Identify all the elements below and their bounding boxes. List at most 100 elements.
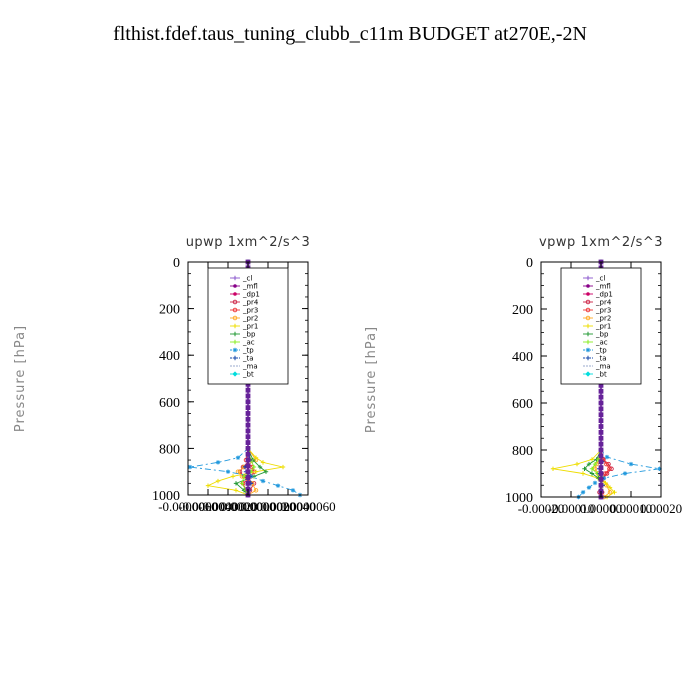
data-point bbox=[245, 422, 251, 428]
x-tick-label: -0.00010 bbox=[548, 501, 595, 516]
data-point bbox=[253, 455, 259, 460]
data-point bbox=[628, 461, 634, 467]
x-tick-label: 0.0000060 bbox=[280, 499, 335, 514]
data-point bbox=[598, 441, 604, 447]
data-point bbox=[598, 465, 604, 471]
data-point bbox=[239, 481, 245, 486]
x-tick-label: -0.00020 bbox=[518, 501, 565, 516]
legend-marker bbox=[232, 299, 238, 305]
data-point bbox=[245, 480, 251, 486]
vpwp-chart: vpwp 1xm^2/s^3 Pressure [hPa] 0 200 400 600 80… bbox=[364, 235, 682, 516]
legend-label: _bt bbox=[595, 371, 607, 379]
y-tick-label: 400 bbox=[159, 349, 180, 364]
data-point bbox=[245, 457, 251, 463]
data-point bbox=[586, 485, 592, 490]
legend-marker bbox=[585, 355, 591, 361]
data-point bbox=[253, 469, 259, 474]
data-point bbox=[233, 488, 239, 493]
y-tick-label: 0 bbox=[173, 256, 180, 271]
y-tick-label: 200 bbox=[159, 303, 180, 318]
data-point bbox=[657, 466, 662, 471]
data-point bbox=[245, 428, 251, 434]
x-tick-label: 0.0000000 bbox=[220, 499, 275, 514]
legend-label: _cl bbox=[242, 275, 252, 283]
legend-marker bbox=[585, 331, 591, 337]
data-point bbox=[280, 464, 286, 470]
legend-label: _ac bbox=[242, 339, 255, 347]
data-point bbox=[245, 440, 251, 445]
chart-title: upwp 1xm^2/s^3 bbox=[186, 235, 311, 250]
x-tick-label: 0.00000 bbox=[580, 501, 622, 516]
data-point bbox=[263, 469, 269, 474]
legend-marker bbox=[233, 284, 237, 288]
data-point bbox=[604, 454, 610, 460]
data-point bbox=[245, 405, 251, 411]
data-point bbox=[598, 482, 604, 488]
legend-marker bbox=[586, 292, 590, 296]
data-point bbox=[598, 471, 604, 476]
legend-label: _tp bbox=[242, 347, 254, 355]
legend-marker bbox=[586, 284, 590, 288]
legend-marker bbox=[232, 355, 238, 361]
legend-label: _pr4 bbox=[242, 299, 259, 307]
legend-marker bbox=[233, 292, 237, 296]
x-tick-label: -0.0000020 bbox=[198, 499, 258, 514]
legend-label: _bp bbox=[595, 331, 609, 339]
data-point bbox=[580, 490, 586, 495]
data-point bbox=[205, 483, 211, 488]
upwp-chart: upwp 1xm^2/s^3 Pressure [hPa] 0 200 400 600 80… bbox=[13, 235, 336, 514]
legend-marker bbox=[232, 339, 238, 345]
legend-box bbox=[207, 267, 289, 385]
data-point bbox=[598, 394, 604, 400]
legend-label: _pr2 bbox=[242, 315, 258, 323]
data-point bbox=[235, 455, 241, 460]
legend-marker bbox=[585, 371, 591, 377]
y-tick-label: 600 bbox=[159, 396, 180, 411]
data-point bbox=[245, 416, 251, 422]
data-point bbox=[598, 424, 604, 429]
data-point bbox=[598, 453, 604, 459]
data-point bbox=[257, 464, 263, 470]
data-point bbox=[598, 459, 604, 465]
y-tick-label: 1000 bbox=[505, 491, 533, 506]
data-point bbox=[603, 480, 608, 486]
legend-marker bbox=[585, 347, 591, 353]
data-point bbox=[251, 464, 257, 470]
page-title: flthist.fdef.taus_tuning_clubb_c11m BUDG… bbox=[113, 23, 587, 45]
y-tick-label: 800 bbox=[159, 442, 180, 457]
x-tick-label: 0.00020 bbox=[640, 501, 682, 516]
y-tick-label: 400 bbox=[512, 350, 533, 365]
legend-label: _pr1 bbox=[242, 323, 258, 331]
data-point bbox=[245, 393, 251, 399]
data-point bbox=[245, 451, 251, 457]
legend: _cl_mfl_dp1_pr4_pr3_pr2_pr1_bp_ac_tp_ta_… bbox=[207, 267, 289, 385]
legend-label: _dp1 bbox=[242, 291, 260, 299]
data-point bbox=[592, 480, 598, 486]
data-point bbox=[241, 474, 247, 479]
data-point bbox=[589, 457, 595, 462]
data-point bbox=[598, 412, 604, 418]
legend-marker bbox=[585, 339, 591, 345]
data-point bbox=[550, 466, 556, 471]
legend-label: _ac bbox=[595, 339, 608, 347]
data-point bbox=[245, 469, 251, 475]
legend-label: _pr4 bbox=[595, 299, 612, 307]
data-point bbox=[230, 474, 236, 479]
data-point bbox=[607, 490, 613, 495]
legend-marker bbox=[585, 307, 591, 313]
legend-label: _tp bbox=[595, 347, 607, 355]
data-point bbox=[245, 446, 251, 451]
legend-marker bbox=[232, 347, 238, 353]
legend-label: _cl bbox=[595, 275, 605, 283]
data-point bbox=[275, 483, 281, 488]
data-point bbox=[215, 478, 221, 484]
data-point bbox=[604, 461, 609, 467]
data-point bbox=[245, 387, 251, 393]
legend-marker bbox=[232, 307, 238, 313]
data-point bbox=[245, 411, 251, 416]
legend-label: _pr1 bbox=[595, 323, 611, 331]
legend-label: _ma bbox=[242, 363, 258, 371]
data-point bbox=[253, 488, 259, 493]
data-point bbox=[187, 464, 193, 470]
